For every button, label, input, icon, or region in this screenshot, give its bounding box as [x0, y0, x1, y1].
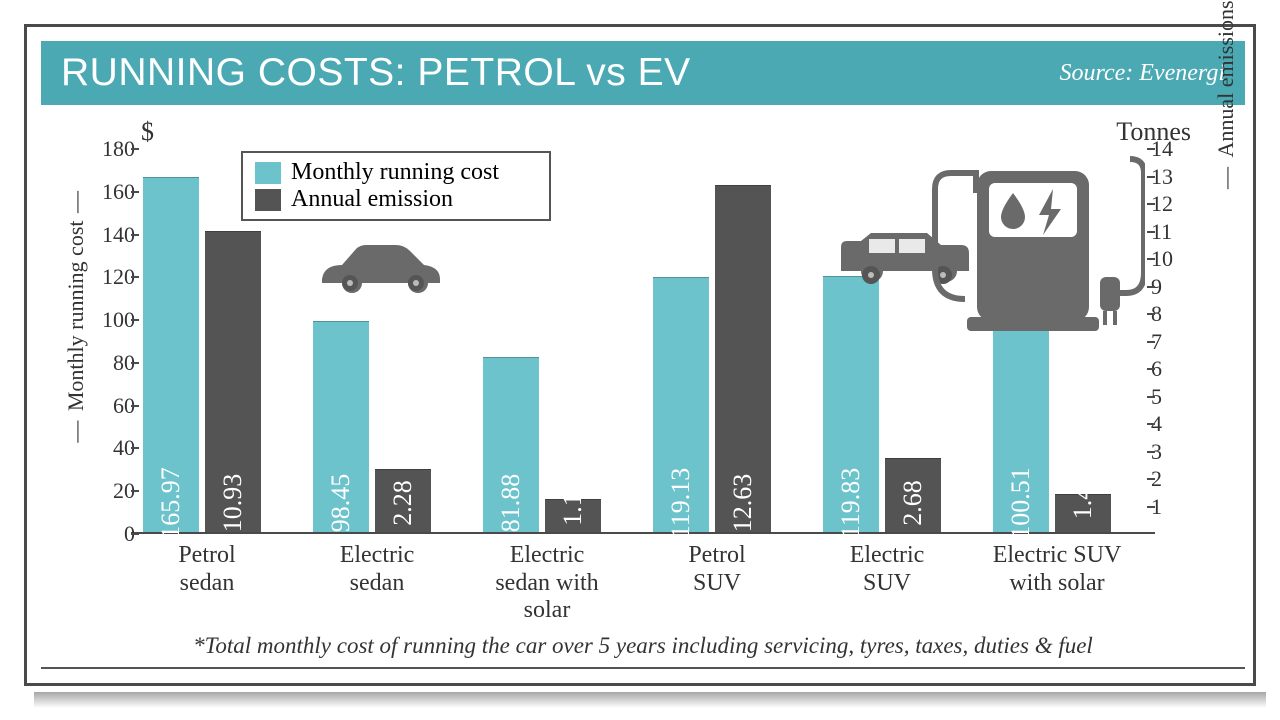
cost-bar: 98.45	[313, 321, 369, 532]
y-tick-left: 80	[89, 350, 135, 376]
emission-bar: 1.4	[1055, 494, 1111, 533]
footnote: *Total monthly cost of running the car o…	[41, 633, 1245, 659]
y-tick-right: 9	[1151, 274, 1191, 300]
right-axis-label: — Annual emissions —	[1213, 0, 1239, 189]
title-bar: RUNNING COSTS: PETROL vs EV Source: Even…	[41, 41, 1245, 105]
emission-bar: 1.19	[545, 499, 601, 532]
y-tick-right: 13	[1151, 164, 1191, 190]
cost-bar: 81.88	[483, 357, 539, 532]
cost-value: 98.45	[326, 474, 356, 533]
legend-swatch-emission-icon	[255, 189, 281, 211]
chart-frame: RUNNING COSTS: PETROL vs EV Source: Even…	[24, 24, 1256, 686]
left-axis-label: — Monthly running cost —	[63, 189, 89, 443]
y-tick-right: 8	[1151, 301, 1191, 327]
y-tick-left: 120	[89, 264, 135, 290]
y-tick-left: 180	[89, 136, 135, 162]
legend-swatch-cost-icon	[255, 162, 281, 184]
emission-bar: 2.28	[375, 469, 431, 532]
cost-bar: 119.13	[653, 277, 709, 532]
cost-value: 81.88	[496, 474, 526, 533]
y-tick-right: 5	[1151, 384, 1191, 410]
y-tick-left: 40	[89, 435, 135, 461]
y-tick-right: 6	[1151, 356, 1191, 382]
left-unit: $	[141, 117, 154, 147]
y-tick-right: 1	[1151, 494, 1191, 520]
frame-shadow	[34, 692, 1266, 708]
legend-label-emission: Annual emission	[291, 186, 453, 213]
chart-title: RUNNING COSTS: PETROL vs EV	[61, 51, 691, 95]
bar-group: 119.1312.63PetrolSUV	[647, 147, 787, 532]
chart-area: $ Tonnes — Monthly running cost — — Annu…	[41, 109, 1245, 669]
category-label: Electricsedan withsolar	[457, 542, 637, 625]
cost-bar: 100.51	[993, 317, 1049, 532]
cost-bar: 119.83	[823, 276, 879, 532]
fuel-ev-pump-icon	[925, 149, 1145, 339]
emission-bar: 12.63	[715, 185, 771, 532]
y-tick-left: 0	[89, 521, 135, 547]
source-text: Source: Evenergi	[1060, 60, 1225, 87]
emission-value: 2.28	[388, 480, 418, 526]
legend-label-cost: Monthly running cost	[291, 159, 499, 186]
emission-bar: 10.93	[205, 231, 261, 532]
emission-value: 1.19	[558, 480, 588, 526]
cost-value: 165.97	[156, 467, 186, 539]
emission-value: 1.4	[1068, 487, 1098, 520]
y-tick-right: 10	[1151, 246, 1191, 272]
emission-value: 2.68	[898, 480, 928, 526]
y-tick-right: 7	[1151, 329, 1191, 355]
y-tick-left: 160	[89, 179, 135, 205]
category-label: Electric SUVwith solar	[967, 542, 1147, 597]
y-tick-left: 140	[89, 222, 135, 248]
category-label: PetrolSUV	[627, 542, 807, 597]
legend-item-emission: Annual emission	[255, 186, 537, 213]
y-tick-right: 4	[1151, 411, 1191, 437]
y-tick-right: 3	[1151, 439, 1191, 465]
cost-value: 119.83	[836, 468, 866, 539]
legend: Monthly running cost Annual emission	[241, 151, 551, 221]
y-tick-left: 60	[89, 393, 135, 419]
category-label: Petrolsedan	[117, 542, 297, 597]
cost-bar: 165.97	[143, 177, 199, 532]
y-tick-left: 20	[89, 478, 135, 504]
emission-value: 12.63	[728, 474, 758, 533]
y-tick-right: 12	[1151, 191, 1191, 217]
y-tick-right: 11	[1151, 219, 1191, 245]
legend-item-cost: Monthly running cost	[255, 159, 537, 186]
emission-bar: 2.68	[885, 458, 941, 532]
y-tick-left: 100	[89, 307, 135, 333]
category-label: Electricsedan	[287, 542, 467, 597]
y-tick-right: 2	[1151, 466, 1191, 492]
sedan-icon	[316, 239, 446, 294]
cost-value: 119.13	[666, 468, 696, 539]
cost-value: 100.51	[1006, 467, 1036, 539]
emission-value: 10.93	[218, 474, 248, 533]
y-tick-right: 14	[1151, 136, 1191, 162]
category-label: ElectricSUV	[797, 542, 977, 597]
